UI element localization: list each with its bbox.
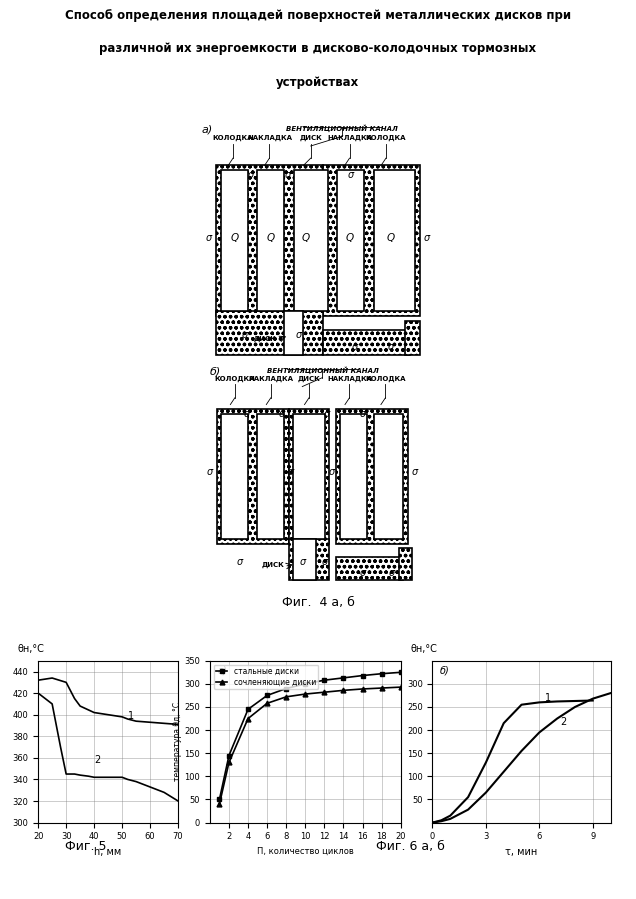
- Text: КОЛОДКА: КОЛОДКА: [365, 376, 406, 382]
- Text: различной их энергоемкости в дисково-колодочных тормозных: различной их энергоемкости в дисково-кол…: [99, 42, 537, 55]
- Bar: [340, 414, 368, 539]
- Text: Фиг.  4 а, б: Фиг. 4 а, б: [282, 596, 354, 609]
- Text: σ: σ: [299, 556, 305, 567]
- Text: σ: σ: [324, 408, 330, 419]
- Bar: [258, 170, 284, 311]
- X-axis label: h, мм: h, мм: [95, 847, 121, 857]
- Text: б): б): [439, 665, 450, 676]
- X-axis label: П, количество циклов: П, количество циклов: [257, 847, 354, 856]
- Text: σ: σ: [411, 467, 418, 477]
- Bar: [293, 539, 315, 580]
- Text: ВЕНТИЛЯЦИОННЫЙ КАНАЛ: ВЕНТИЛЯЦИОННЫЙ КАНАЛ: [266, 367, 378, 374]
- Text: σ: σ: [242, 330, 248, 341]
- Text: 1: 1: [544, 693, 551, 703]
- Text: 1: 1: [128, 711, 134, 721]
- Text: НАКЛАДКА: НАКЛАДКА: [327, 135, 372, 141]
- Legend: стальные диски, сочленяющие диски: стальные диски, сочленяющие диски: [214, 664, 318, 689]
- Text: σ: σ: [284, 170, 291, 180]
- Text: Фиг. 6 а, б: Фиг. 6 а, б: [376, 841, 445, 853]
- Text: КОЛОДКА: КОЛОДКА: [214, 376, 255, 382]
- Bar: [293, 414, 325, 539]
- Bar: [221, 414, 248, 539]
- Text: ДИСК: ДИСК: [298, 376, 321, 382]
- Text: ДИСК: ДИСК: [261, 562, 284, 568]
- Text: σ: σ: [348, 170, 354, 180]
- Y-axis label: θн,°С: θн,°С: [410, 645, 437, 654]
- Text: ДИСК: ДИСК: [253, 335, 276, 342]
- Text: ВЕНТИЛЯЦИОННЫЙ КАНАЛ: ВЕНТИЛЯЦИОННЫЙ КАНАЛ: [286, 124, 398, 132]
- Text: σ: σ: [288, 467, 294, 477]
- Text: σ: σ: [389, 568, 395, 578]
- Text: НАКЛАДКА: НАКЛАДКА: [248, 376, 293, 382]
- Bar: [216, 165, 323, 316]
- Text: НАКЛАДКА: НАКЛАДКА: [247, 135, 292, 141]
- Text: σ: σ: [328, 467, 335, 477]
- Bar: [338, 170, 364, 311]
- Text: 2: 2: [561, 717, 567, 727]
- Bar: [258, 414, 284, 539]
- Bar: [221, 170, 247, 311]
- Bar: [289, 409, 329, 544]
- Bar: [336, 409, 408, 544]
- Text: Q: Q: [302, 233, 310, 244]
- Y-axis label: θн,°С: θн,°С: [18, 645, 45, 654]
- X-axis label: τ, мин: τ, мин: [506, 847, 537, 857]
- Bar: [289, 539, 329, 580]
- Text: Q: Q: [345, 233, 354, 244]
- Bar: [323, 331, 410, 355]
- Bar: [374, 414, 403, 539]
- Bar: [217, 409, 289, 544]
- Text: σ: σ: [360, 568, 366, 578]
- Bar: [284, 311, 303, 355]
- Bar: [405, 321, 420, 355]
- Text: устройствах: устройствах: [277, 76, 359, 89]
- Text: Q: Q: [387, 233, 395, 244]
- Text: σ: σ: [237, 556, 242, 567]
- Y-axis label: температура θд, °С: температура θд, °С: [172, 702, 181, 781]
- Text: σ: σ: [360, 408, 366, 419]
- Text: σ: σ: [351, 343, 357, 352]
- Text: σ: σ: [205, 233, 212, 244]
- Text: а): а): [218, 665, 227, 676]
- Text: КОЛОДКА: КОЛОДКА: [366, 135, 406, 141]
- Bar: [323, 165, 420, 316]
- Bar: [399, 548, 412, 580]
- Text: Способ определения площадей поверхностей металлических дисков при: Способ определения площадей поверхностей…: [65, 9, 571, 22]
- Bar: [374, 170, 415, 311]
- Text: σ: σ: [388, 343, 394, 352]
- Text: 2: 2: [94, 755, 100, 765]
- Text: σ: σ: [248, 170, 254, 180]
- Text: σ: σ: [207, 467, 213, 477]
- Text: а): а): [202, 124, 212, 134]
- Text: НАКЛАДКА: НАКЛАДКА: [327, 376, 372, 382]
- Text: σ: σ: [279, 408, 285, 419]
- Text: Фиг. 5: Фиг. 5: [65, 841, 106, 853]
- Text: б): б): [210, 367, 221, 377]
- Text: σ: σ: [296, 330, 301, 341]
- Text: ДИСК: ДИСК: [300, 135, 322, 141]
- Text: Q: Q: [230, 233, 238, 244]
- Text: σ: σ: [244, 408, 251, 419]
- Text: КОЛОДКА: КОЛОДКА: [213, 135, 253, 141]
- Bar: [294, 170, 328, 311]
- Bar: [216, 311, 323, 355]
- Text: Q: Q: [266, 233, 275, 244]
- Bar: [336, 557, 403, 580]
- Text: σ: σ: [424, 233, 431, 244]
- Text: σ: σ: [322, 556, 328, 567]
